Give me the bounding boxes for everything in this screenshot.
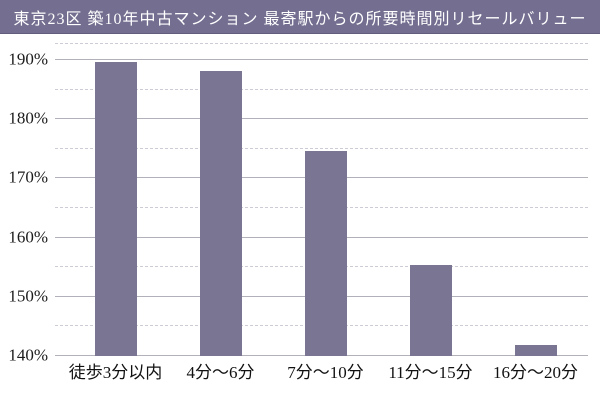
- x-tick-label-0: 徒歩3分以内: [68, 363, 163, 382]
- y-tick-label: 150%: [8, 286, 48, 306]
- y-tick-label: 180%: [8, 108, 48, 128]
- bar-slot-1: [168, 44, 273, 356]
- y-tick-label: 170%: [8, 167, 48, 187]
- plot-area: [55, 43, 588, 356]
- bar-0: [94, 61, 137, 356]
- x-tick-label-2: 7分〜10分: [287, 363, 364, 382]
- x-tick-label-4: 16分〜20分: [493, 363, 578, 382]
- major-gridline: [55, 118, 588, 120]
- x-tick-label-3: 11分〜15分: [388, 363, 473, 382]
- y-axis-labels: 190% 180% 170% 160% 150% 140%: [0, 43, 50, 364]
- bar-slot-4: [483, 44, 588, 356]
- x-tick-label-1: 4分〜6分: [186, 363, 255, 382]
- title-bar: 東京23区 築10年中古マンション 最寄駅からの所要時間別リセールバリュー: [0, 0, 600, 34]
- bar-2: [304, 150, 347, 356]
- minor-gridline: [55, 88, 588, 90]
- bar-4: [514, 344, 557, 356]
- y-tick-label: 160%: [8, 227, 48, 247]
- minor-gridline: [55, 147, 588, 149]
- bar-1: [199, 70, 242, 356]
- y-tick-label: 190%: [8, 49, 48, 69]
- y-tick-label: 140%: [8, 345, 48, 365]
- bar-slot-3: [378, 44, 483, 356]
- bars-container: [63, 44, 588, 356]
- major-gridline: [55, 59, 588, 60]
- bar-slot-2: [273, 44, 378, 356]
- chart-title: 東京23区 築10年中古マンション 最寄駅からの所要時間別リセールバリュー: [13, 11, 587, 28]
- x-axis-labels: 徒歩3分以内 4分〜6分 7分〜10分 11分〜15分 16分〜20分: [63, 361, 588, 387]
- bar-3: [409, 265, 452, 356]
- bar-slot-0: [63, 44, 168, 356]
